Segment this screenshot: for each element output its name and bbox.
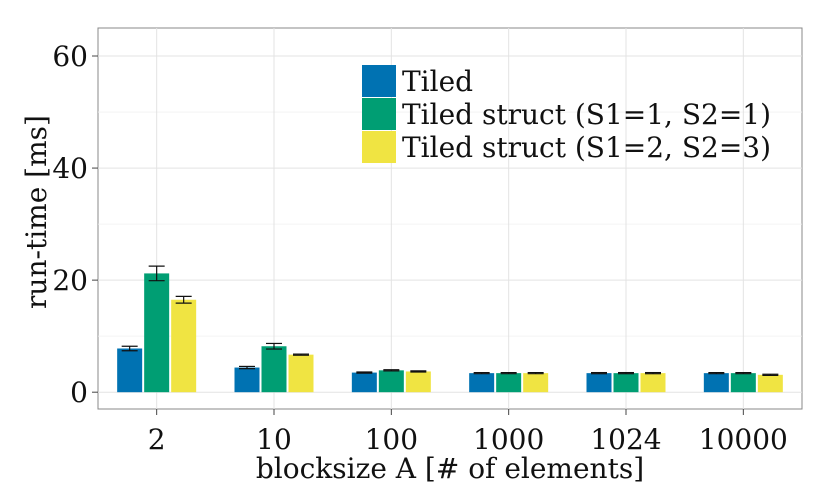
error-bar	[708, 371, 725, 375]
bar	[730, 373, 756, 393]
error-bar	[762, 373, 779, 376]
y-axis: 0 20 40 60	[52, 40, 98, 409]
bar	[523, 373, 549, 393]
bar	[496, 373, 522, 393]
x-tick-label: 10	[256, 423, 292, 456]
error-bar	[527, 371, 544, 375]
legend-swatch	[362, 65, 396, 97]
plot-area	[97, 27, 803, 410]
y-tick-label: 20	[52, 264, 88, 297]
bar	[351, 372, 377, 393]
y-axis-label: run-time [ms]	[20, 115, 53, 309]
error-bar	[148, 265, 165, 282]
legend-label: Tiled	[402, 65, 473, 98]
x-tick-label: 1000	[473, 423, 544, 456]
bar	[613, 373, 639, 393]
error-bars	[121, 265, 779, 376]
x-tick-label: 1024	[590, 423, 661, 456]
bar	[586, 373, 612, 393]
error-bar	[121, 345, 138, 352]
bar	[288, 354, 314, 393]
error-bar	[239, 365, 255, 370]
error-bar	[293, 353, 309, 356]
bar	[703, 373, 729, 393]
y-tick-label: 40	[52, 152, 88, 185]
bar	[261, 346, 287, 393]
error-bar	[356, 371, 373, 374]
y-tick-label: 0	[70, 376, 88, 409]
bar	[117, 348, 143, 393]
error-bar	[645, 371, 661, 375]
bar	[378, 370, 404, 393]
error-bar	[500, 371, 517, 375]
error-bar	[618, 371, 634, 375]
legend-swatch	[362, 98, 396, 130]
legend-item: Tiled struct (S1=1, S2=1)	[362, 98, 771, 131]
legend-label: Tiled struct (S1=1, S2=1)	[402, 98, 771, 131]
error-bar	[175, 295, 192, 304]
bar	[405, 371, 431, 393]
x-tick-label: 2	[148, 423, 166, 456]
x-tick-label: 10000	[699, 423, 788, 456]
x-axis-label: blocksize A [# of elements]	[256, 452, 644, 485]
error-bar	[473, 371, 490, 375]
legend-label: Tiled struct (S1=2, S2=3)	[402, 131, 771, 164]
legend-swatch	[362, 131, 396, 163]
error-bar	[591, 371, 607, 375]
x-tick-label: 100	[365, 423, 418, 456]
error-bar	[410, 370, 427, 373]
bar	[171, 299, 197, 393]
y-tick-label: 60	[52, 40, 88, 73]
bar	[469, 373, 495, 393]
x-axis: 2 10 100 1000 1024 10000	[148, 409, 788, 456]
bar	[757, 374, 783, 393]
error-bar	[735, 371, 752, 375]
plot-border	[97, 27, 803, 410]
bar	[640, 373, 666, 393]
bars	[117, 273, 783, 393]
error-bar	[266, 342, 282, 350]
legend-item: Tiled struct (S1=2, S2=3)	[362, 131, 771, 164]
bar	[144, 273, 170, 393]
bar	[234, 367, 260, 393]
error-bar	[383, 369, 400, 372]
legend-item: Tiled	[362, 65, 473, 98]
